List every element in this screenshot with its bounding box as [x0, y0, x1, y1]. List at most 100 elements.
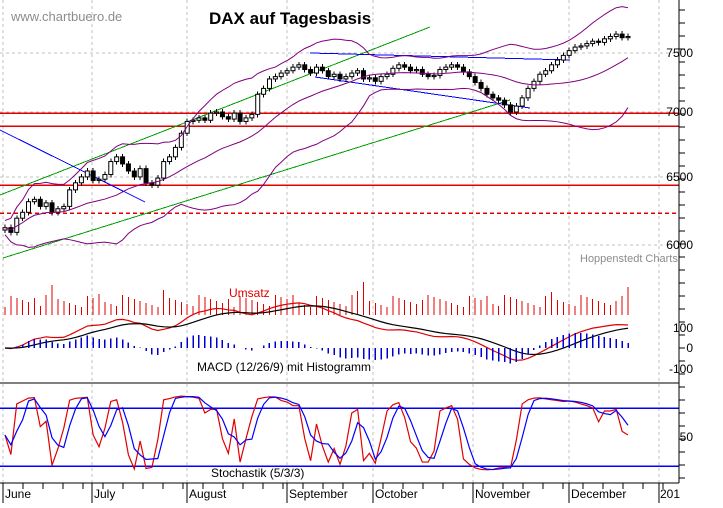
candle-body: [78, 176, 84, 184]
month-june: June: [5, 487, 32, 501]
candle-body: [560, 54, 566, 61]
candle-body: [20, 211, 26, 219]
candle-body: [219, 111, 225, 118]
candle-body: [302, 64, 308, 71]
candle-body: [131, 170, 137, 178]
price-tick-7000: 7000: [666, 105, 693, 119]
candle-body: [284, 70, 290, 74]
candle-body: [290, 66, 296, 72]
candle-body: [596, 40, 602, 43]
candle-body: [543, 70, 549, 75]
candle-body: [490, 93, 496, 99]
month-october: October: [375, 487, 418, 501]
bollinger-lower: [4, 87, 629, 248]
chart-credit: Hoppenstedt Charts: [580, 253, 678, 265]
candle-body: [525, 87, 531, 99]
candle-body: [355, 70, 361, 74]
candle-body: [390, 67, 396, 75]
candle-body: [425, 73, 431, 78]
site-watermark: www.chartbuero.de: [11, 9, 123, 24]
price-tick-6000: 6000: [666, 238, 693, 252]
candle-body: [384, 73, 390, 78]
candle-body: [266, 78, 272, 89]
stochastic-panel-label: Stochastik (5/3/3): [211, 466, 305, 480]
candle-body: [496, 97, 502, 101]
month-november: November: [475, 487, 531, 501]
stoch-d-line: [4, 395, 629, 471]
candle-body: [314, 66, 319, 74]
month-august: August: [189, 487, 227, 501]
bollinger-middle: [4, 57, 629, 231]
price-tick-7500: 7500: [666, 46, 693, 60]
candle-body: [308, 69, 314, 74]
candle-body: [249, 113, 255, 119]
candle-body: [208, 112, 214, 121]
candle-body: [349, 72, 355, 78]
candle-body: [114, 156, 120, 163]
candle-body: [67, 189, 73, 207]
candle-body: [102, 174, 108, 180]
candle-body: [366, 77, 372, 80]
candle-body: [214, 111, 220, 114]
chart-title: DAX auf Tagesbasis: [209, 9, 372, 28]
candle-body: [343, 76, 349, 80]
candle-body: [613, 33, 619, 37]
candle-body: [549, 64, 555, 72]
candle-body: [120, 156, 126, 165]
candle-body: [478, 82, 484, 89]
candle-body: [278, 72, 284, 78]
candle-body: [49, 202, 55, 213]
candle-body: [319, 66, 325, 72]
candle-body: [578, 45, 584, 48]
candle-body: [243, 117, 249, 122]
candle-body: [225, 116, 231, 120]
candle-body: [590, 40, 596, 45]
candle-body: [513, 105, 519, 113]
candle-body: [325, 70, 331, 78]
candle-body: [443, 66, 449, 71]
signal-line: [4, 305, 629, 356]
candle-body: [554, 59, 560, 66]
candle-body: [419, 69, 425, 75]
range-top: [309, 52, 571, 61]
trend-upper: [0, 26, 431, 196]
candle-body: [167, 156, 173, 163]
candle-body: [84, 170, 90, 178]
candle-body: [161, 161, 167, 179]
candle-body: [172, 146, 178, 158]
candle-body: [396, 64, 402, 69]
candle-body: [337, 73, 343, 80]
month-december: December: [571, 487, 627, 501]
candle-body: [96, 178, 102, 181]
candle-body: [37, 198, 43, 207]
price-tick-6500: 6500: [666, 170, 693, 184]
candle-body: [378, 76, 384, 82]
candle-body: [484, 87, 490, 95]
candle-body: [625, 35, 631, 39]
macd-tick-0: 0: [686, 341, 693, 355]
candle-body: [431, 74, 437, 78]
candle-body: [73, 182, 79, 191]
candle-body: [372, 77, 378, 82]
stoch-k-line: [4, 395, 629, 472]
candle-body: [437, 69, 443, 76]
candle-body: [26, 201, 32, 213]
candle-body: [196, 117, 202, 121]
month-next-year: 201: [660, 487, 681, 501]
candle-body: [449, 64, 455, 68]
candle-body: [255, 93, 261, 115]
candle-body: [361, 70, 367, 80]
volume-panel-label: Umsatz: [229, 286, 270, 300]
candle-body: [566, 50, 572, 56]
candle-body: [572, 46, 578, 52]
candle-body: [408, 66, 414, 72]
bollinger-upper: [4, 6, 629, 222]
candle-body: [143, 168, 149, 184]
candle-body: [331, 73, 337, 78]
candle-body: [272, 76, 278, 80]
candle-body: [584, 43, 590, 47]
candle-body: [108, 161, 114, 176]
candle-body: [519, 97, 525, 107]
